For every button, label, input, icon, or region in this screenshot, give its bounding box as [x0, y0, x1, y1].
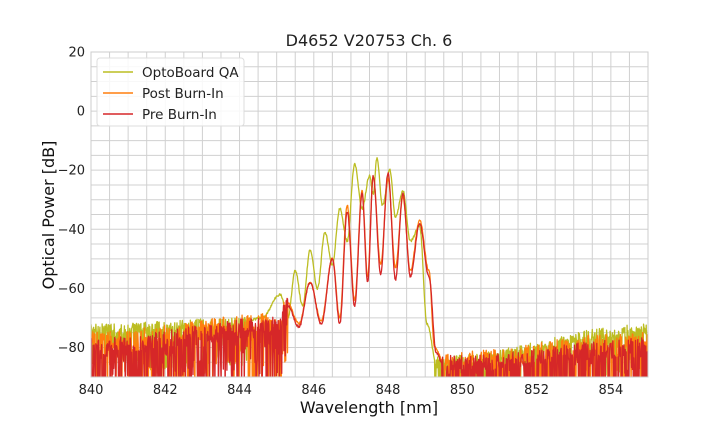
y-tick-labels: 20 0 −20 −40 −60 −80	[58, 46, 85, 356]
x-tick-label: 852	[524, 383, 549, 398]
x-tick-label: 850	[450, 383, 475, 398]
y-tick-label: 20	[68, 46, 85, 61]
x-tick-labels: 840 842 844 846 848 850 852 854	[79, 383, 624, 398]
legend: OptoBoard QA Post Burn-In Pre Burn-In	[96, 57, 245, 127]
x-tick-label: 842	[153, 383, 178, 398]
legend-label: OptoBoard QA	[142, 65, 239, 81]
y-tick-label: −80	[58, 341, 85, 356]
series-layer	[91, 157, 648, 377]
y-tick-label: −40	[58, 223, 85, 238]
legend-box	[96, 57, 245, 127]
legend-label: Post Burn-In	[142, 86, 224, 102]
x-tick-label: 848	[376, 383, 401, 398]
y-axis-title: Optical Power [dB]	[39, 141, 58, 290]
x-tick-label: 854	[598, 383, 623, 398]
y-tick-label: −60	[58, 282, 85, 297]
x-tick-label: 846	[301, 383, 326, 398]
chart-title: D4652 V20753 Ch. 6	[286, 31, 453, 50]
y-tick-label: 0	[77, 105, 85, 120]
x-axis-title: Wavelength [nm]	[300, 398, 438, 417]
y-tick-label: −20	[58, 164, 85, 179]
x-tick-label: 844	[227, 383, 252, 398]
series-line-pre-burn-in	[91, 172, 648, 377]
x-tick-label: 840	[79, 383, 104, 398]
plot-frame	[90, 51, 649, 378]
legend-label: Pre Burn-In	[142, 107, 217, 123]
